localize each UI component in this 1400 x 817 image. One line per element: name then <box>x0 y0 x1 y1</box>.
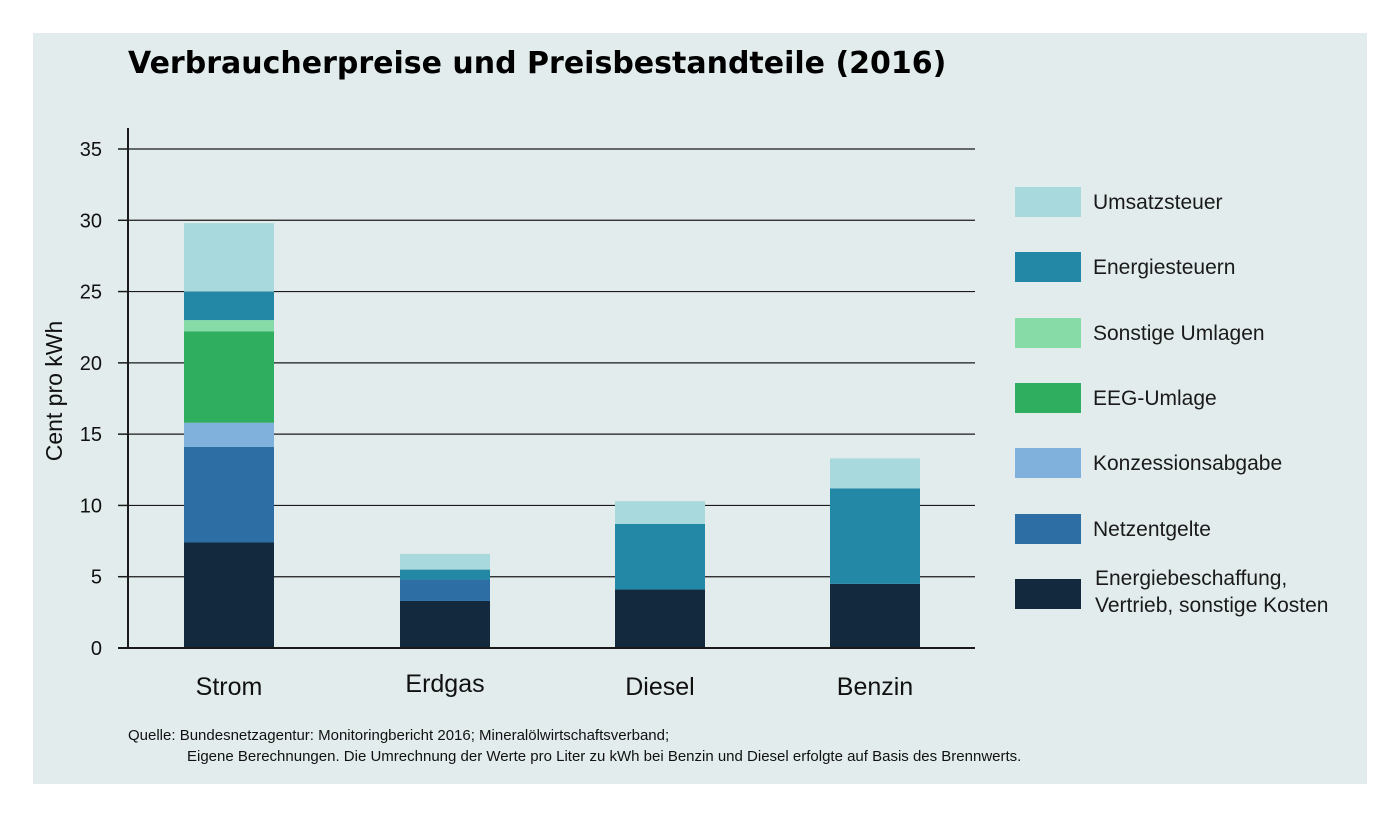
x-tick-label: Erdgas <box>405 670 484 698</box>
axes <box>118 128 975 649</box>
x-tick-label: Diesel <box>625 673 694 701</box>
y-tick-label: 25 <box>80 282 102 304</box>
source-line-2: Eigene Berechnungen. Die Umrechnung der … <box>187 748 1022 765</box>
bar-segment <box>184 422 274 447</box>
bar-segment <box>184 446 274 543</box>
bar-segment <box>184 320 274 332</box>
bar-segment <box>184 223 274 292</box>
bar-segment <box>184 542 274 648</box>
y-tick-label: 10 <box>80 495 102 517</box>
bar-segment <box>184 331 274 423</box>
y-axis-label: Cent pro kWh <box>41 321 67 462</box>
bar-segment <box>615 589 705 648</box>
y-tick-label: 30 <box>80 210 102 232</box>
bar-segment <box>400 553 490 570</box>
chart-title: Verbraucherpreise und Preisbestandteile … <box>128 46 947 81</box>
legend-swatch <box>1015 252 1081 282</box>
legend-label: Sonstige Umlagen <box>1093 322 1265 345</box>
legend-swatch <box>1015 318 1081 348</box>
x-axis-labels: Strom Erdgas Diesel Benzin <box>196 670 914 701</box>
bar-segment <box>615 501 705 524</box>
bar-segment <box>400 600 490 648</box>
legend-label: Energiebeschaffung, Vertrieb, sonstige Ko… <box>1095 567 1328 617</box>
bar-segment <box>184 291 274 321</box>
bar-segment <box>400 579 490 601</box>
legend: Umsatzsteuer Energiesteuern Sonstige Umlag… <box>1015 187 1328 617</box>
legend-swatch <box>1015 448 1081 478</box>
x-tick-label: Benzin <box>837 673 913 701</box>
bar-segment <box>830 458 920 489</box>
legend-swatch <box>1015 187 1081 217</box>
legend-label: Energiesteuern <box>1093 256 1235 279</box>
y-axis-ticks: 0 5 10 15 20 25 30 35 <box>80 139 128 660</box>
legend-label: Umsatzsteuer <box>1093 191 1223 214</box>
source-note: Quelle: Bundesnetzagentur: Monitoringber… <box>128 725 1021 767</box>
legend-label: EEG-Umlage <box>1093 387 1217 410</box>
bar-segment <box>830 488 920 584</box>
legend-label: Konzessionsabgabe <box>1093 452 1282 475</box>
legend-swatch <box>1015 579 1081 609</box>
source-line-1: Quelle: Bundesnetzagentur: Monitoringber… <box>128 727 670 744</box>
legend-label: Netzentgelte <box>1093 518 1211 541</box>
y-tick-label: 0 <box>91 638 102 660</box>
legend-swatch <box>1015 514 1081 544</box>
bar-segment <box>615 523 705 590</box>
y-tick-label: 20 <box>80 353 102 375</box>
x-tick-label: Strom <box>196 673 263 701</box>
y-tick-label: 15 <box>80 424 102 446</box>
legend-swatch <box>1015 383 1081 413</box>
y-tick-label: 5 <box>91 567 102 589</box>
bars <box>184 223 920 648</box>
bar-segment <box>830 583 920 648</box>
bar-segment <box>400 569 490 580</box>
y-tick-label: 35 <box>80 139 102 161</box>
